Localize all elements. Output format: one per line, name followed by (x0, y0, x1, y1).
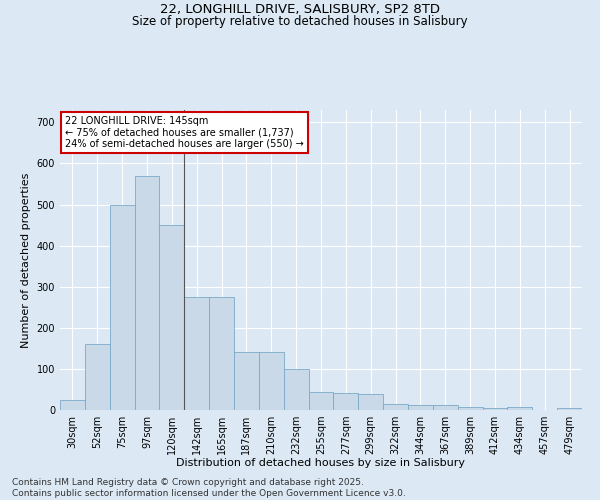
Bar (433, 405, 458, 410)
Bar (334, 392, 358, 410)
Text: Distribution of detached houses by size in Salisbury: Distribution of detached houses by size … (176, 458, 466, 468)
Bar (184, 297, 209, 410)
Bar (234, 352, 259, 410)
Text: 22, LONGHILL DRIVE, SALISBURY, SP2 8TD: 22, LONGHILL DRIVE, SALISBURY, SP2 8TD (160, 2, 440, 16)
Bar (284, 369, 308, 410)
Bar (557, 408, 582, 410)
Bar (408, 405, 433, 410)
Bar (458, 406, 482, 410)
Bar (259, 352, 284, 410)
Bar (160, 225, 184, 410)
Bar (308, 392, 334, 410)
Bar (508, 406, 532, 410)
Y-axis label: Number of detached properties: Number of detached properties (21, 172, 31, 348)
Text: Size of property relative to detached houses in Salisbury: Size of property relative to detached ho… (132, 15, 468, 28)
Bar (110, 204, 134, 410)
Bar (134, 176, 160, 410)
Bar (60, 400, 85, 410)
Bar (482, 408, 508, 410)
Bar (85, 344, 110, 410)
Text: 22 LONGHILL DRIVE: 145sqm
← 75% of detached houses are smaller (1,737)
24% of se: 22 LONGHILL DRIVE: 145sqm ← 75% of detac… (65, 116, 304, 149)
Bar (209, 297, 234, 410)
Text: Contains HM Land Registry data © Crown copyright and database right 2025.
Contai: Contains HM Land Registry data © Crown c… (12, 478, 406, 498)
Bar (358, 394, 383, 410)
Bar (383, 404, 408, 410)
